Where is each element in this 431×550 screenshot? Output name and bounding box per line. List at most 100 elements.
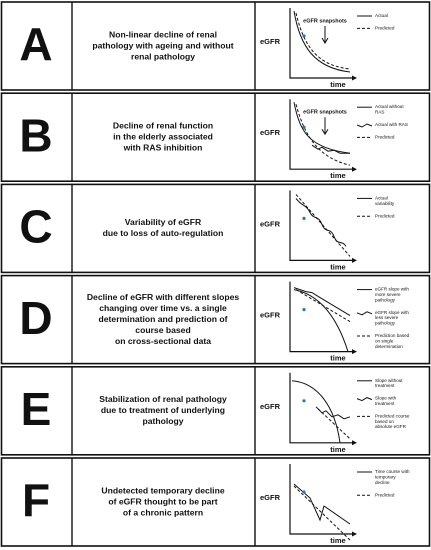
axes [289,464,352,535]
description-line: Non-linear decline of renal [109,29,217,39]
legend-entry: Actual [375,13,388,18]
curve [293,289,349,352]
legend-entry: Predicted course based on absolute eGFR [375,414,410,430]
legend-entry: Time course with temporary decline [375,469,410,485]
snapshot [302,308,306,312]
panel-border [0,183,431,274]
snapshot [302,34,306,38]
panel-border [0,365,431,456]
panel-letter: D [19,292,52,344]
panel-border [0,1,431,91]
legend-entry: Actual variability [375,196,395,206]
snapshot [302,399,306,403]
x-axis-label: time [330,80,345,89]
panel-border [0,92,431,182]
curve [295,104,351,166]
legend-line [356,397,373,402]
legend-entry: eGFR slope with less severe pathology [375,310,409,326]
description-line: due to treatment of underlying [101,405,225,415]
legend-line [356,123,373,128]
legend-entry: Prediction based on single determination [375,333,410,349]
legend-entry: Actual with RAS [375,122,408,127]
legend-sample [356,123,373,128]
axes [289,99,352,170]
panel-border [0,274,431,365]
x-axis-label: time [330,262,345,271]
x-axis-label: time [330,536,345,545]
legend-entry: Actual without RAS [375,104,404,114]
annotation: eGFR snapshots [303,110,347,116]
panel-letter: C [19,201,52,253]
description-line: Stabilization of renal pathology [99,394,227,404]
y-axis-label: eGFR [260,128,281,137]
curve [291,380,341,443]
axes [289,190,352,261]
arrow-head [352,75,357,81]
description-line: on cross-sectional data [115,336,211,346]
description-line: Variability of eGFR [125,217,202,227]
x-axis-label: time [330,171,345,180]
description-line: changing over time vs. a single [99,303,227,313]
curve [311,144,350,154]
panel-letter: E [21,383,52,435]
snapshot [302,125,306,129]
curve [293,483,351,525]
legend-entry: Predicted [375,135,395,140]
y-axis-label: eGFR [260,219,281,228]
description-line: due to loss of auto-regulation [103,228,224,238]
panel-letter: B [19,109,52,161]
axes [289,8,352,79]
y-axis-label: eGFR [260,402,281,411]
arrow-head [352,166,357,172]
curve [315,406,351,420]
axes [289,372,352,444]
annotation-arrow [321,117,329,136]
curve [293,10,351,73]
x-axis-label: time [330,445,345,454]
y-axis-label: eGFR [260,37,281,46]
legend-sample [356,397,373,402]
arrow-head [352,531,357,537]
arrow-head [352,257,357,263]
legend-entry: eGFR slope with more severe pathology [375,287,409,303]
legend-line [356,311,373,316]
x-axis-label: time [330,354,345,363]
curve [295,12,351,70]
arrow-head [352,440,357,446]
legend-entry: Predicted [375,26,395,31]
description-line: pathology with ageing and without [92,40,233,50]
y-axis-label: eGFR [260,311,281,320]
legend-entry: Slope without treatment [375,378,403,388]
annotation-arrow [321,26,329,44]
description-line: Undetected temporary decline [101,485,224,495]
description-line: renal pathology [131,51,195,61]
description-line: course based [135,325,190,335]
curve [295,194,351,257]
legend-entry: Predicted [375,213,395,218]
panel-letter: F [22,474,50,526]
legend-sample [356,311,373,316]
panel: D Decline of eGFR with different slopesch… [0,274,431,365]
curve [293,485,351,541]
description-line: of eGFR thought to be part [108,496,217,506]
description-line: Decline of eGFR with different slopes [87,292,240,302]
snapshot [302,490,306,494]
legend-entry: Slope with treatment [375,396,397,406]
curve [317,408,351,440]
panel-border [0,457,431,547]
curve [295,289,351,323]
arrow-head [352,349,357,355]
panel-letter: A [19,18,52,70]
description-line: of a chronic pattern [123,507,203,517]
snapshot [302,216,306,220]
axes [289,281,352,353]
description-line: determination and prediction of [99,314,228,324]
description-line: with RAS inhibition [123,142,203,152]
legend-entry: Predicted [375,492,395,497]
